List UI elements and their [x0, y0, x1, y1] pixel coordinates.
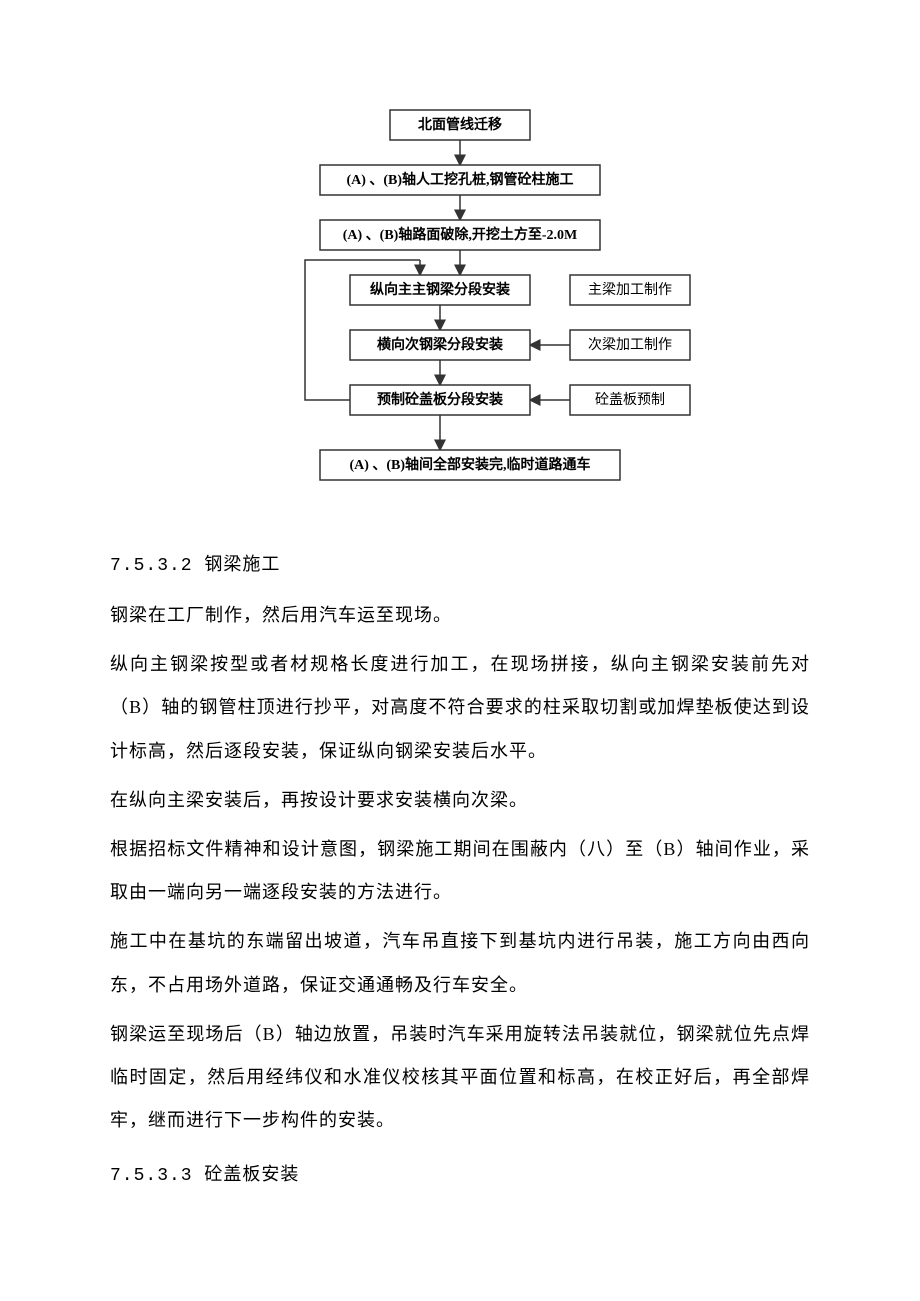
paragraph: 施工中在基坑的东端留出坡道，汽车吊直接下到基坑内进行吊装，施工方向由西向东，不占…	[110, 920, 810, 1006]
paragraph: 根据招标文件精神和设计意图，钢梁施工期间在围蔽内（八）至（B）轴间作业，采取由一…	[110, 828, 810, 914]
flowchart-node-label: 砼盖板预制	[595, 392, 665, 408]
document-page: 北面管线迁移 (A) 、(B)轴人工挖孔桩,钢管砼柱施工 (A) 、(B)轴路面破除…	[0, 0, 920, 1284]
section-heading-1: 7.5.3.2 钢梁施工	[110, 550, 810, 576]
section-heading-2: 7.5.3.3 砼盖板安装	[110, 1160, 810, 1186]
paragraph: 钢梁运至现场后（B）轴边放置，吊装时汽车采用旋转法吊装就位，钢梁就位先点焊临时固…	[110, 1013, 810, 1143]
flowchart-node-label: 纵向主主钢梁分段安装	[370, 281, 511, 298]
flowchart-node-label: 次梁加工制作	[588, 337, 672, 353]
flowchart-svg: 北面管线迁移 (A) 、(B)轴人工挖孔桩,钢管砼柱施工 (A) 、(B)轴路面破除…	[200, 100, 720, 520]
paragraph: 钢梁在工厂制作，然后用汽车运至现场。	[110, 594, 810, 637]
paragraph: 纵向主钢梁按型或者材规格长度进行加工，在现场拼接，纵向主钢梁安装前先对（B）轴的…	[110, 643, 810, 773]
flowchart-node-label: (A) 、(B)轴间全部安装完,临时道路通车	[349, 456, 590, 473]
flowchart-node-label: 北面管线迁移	[418, 116, 502, 133]
flowchart-node-label: 主梁加工制作	[588, 282, 672, 298]
flowchart-container: 北面管线迁移 (A) 、(B)轴人工挖孔桩,钢管砼柱施工 (A) 、(B)轴路面破除…	[110, 100, 810, 520]
flowchart-node-label: (A) 、(B)轴人工挖孔桩,钢管砼柱施工	[346, 171, 573, 188]
flowchart-node-label: (A) 、(B)轴路面破除,开挖土方至-2.0M	[343, 226, 577, 243]
paragraph: 在纵向主梁安装后，再按设计要求安装横向次梁。	[110, 779, 810, 822]
flowchart-node-label: 横向次钢梁分段安装	[377, 336, 504, 353]
flowchart-node-label: 预制砼盖板分段安装	[377, 391, 504, 408]
